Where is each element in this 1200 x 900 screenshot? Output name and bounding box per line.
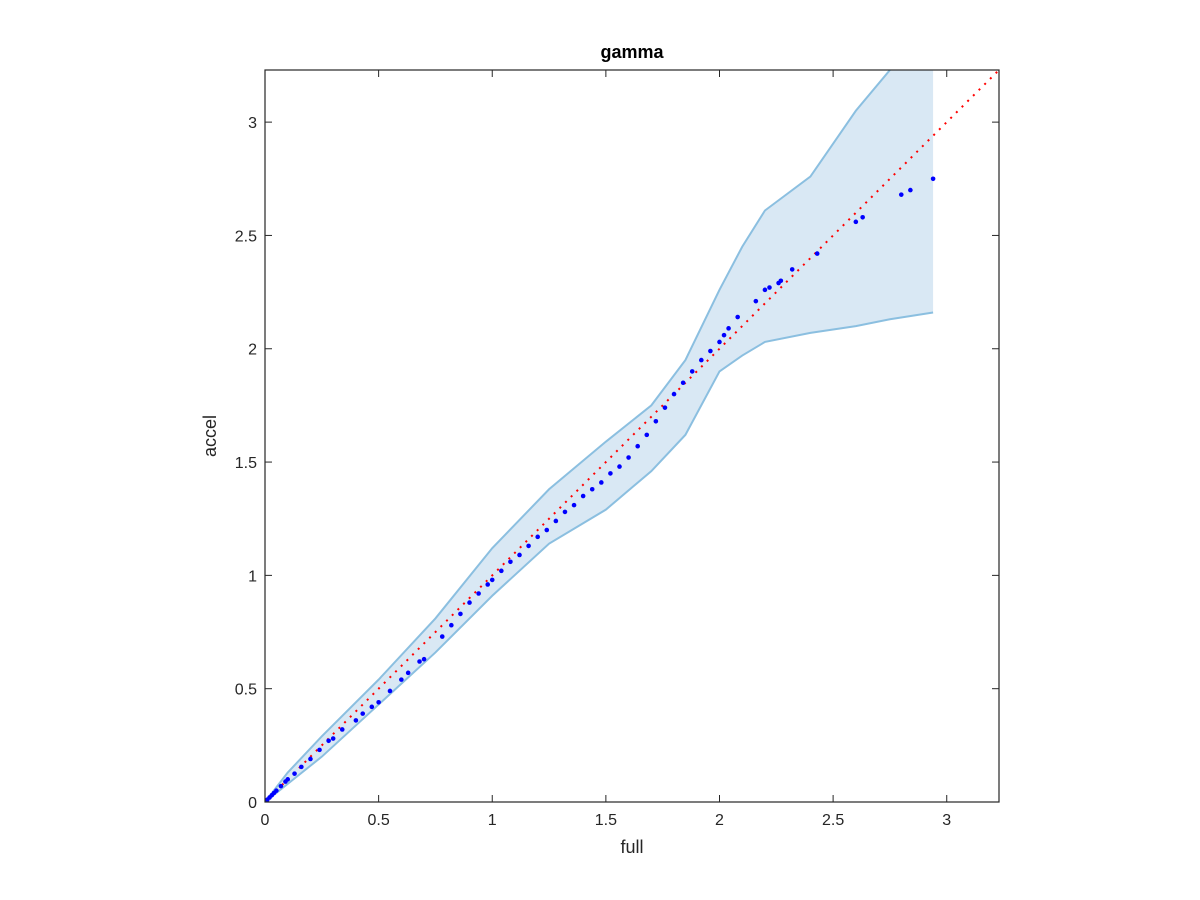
data-point bbox=[376, 699, 381, 705]
data-point bbox=[721, 332, 727, 338]
x-axis-label: full bbox=[620, 837, 643, 857]
axes-box bbox=[264, 69, 1000, 803]
y-tick-label: 0.5 bbox=[235, 682, 257, 699]
data-point bbox=[299, 764, 304, 770]
data-point bbox=[274, 788, 279, 793]
data-point bbox=[699, 357, 704, 363]
x-tick-label: 2 bbox=[715, 812, 724, 829]
data-point bbox=[387, 688, 393, 694]
data-point bbox=[553, 518, 559, 524]
data-point bbox=[489, 577, 495, 583]
confidence-band bbox=[265, 70, 934, 802]
data-point bbox=[653, 418, 659, 424]
x-tick-label: 0.5 bbox=[367, 812, 389, 829]
data-point bbox=[571, 502, 577, 508]
data-point bbox=[689, 369, 695, 374]
data-point bbox=[278, 783, 284, 789]
x-tick-label: 1.5 bbox=[595, 812, 617, 829]
y-tick-label: 2.5 bbox=[235, 228, 257, 245]
data-point bbox=[853, 219, 859, 225]
data-point bbox=[308, 756, 313, 762]
data-point bbox=[580, 493, 586, 499]
plot-area bbox=[265, 70, 999, 802]
data-point bbox=[485, 582, 490, 587]
data-point bbox=[499, 568, 504, 574]
data-point bbox=[399, 677, 404, 682]
data-point bbox=[898, 192, 904, 197]
data-point bbox=[626, 455, 631, 460]
data-point bbox=[285, 777, 291, 782]
x-tick-label: 0 bbox=[261, 812, 270, 829]
data-point bbox=[644, 432, 650, 438]
data-point bbox=[292, 771, 297, 776]
chart-title: gamma bbox=[600, 42, 664, 62]
data-point bbox=[589, 486, 595, 492]
data-point bbox=[526, 543, 531, 549]
x-tick-label: 3 bbox=[942, 812, 951, 829]
y-tick-label: 0 bbox=[248, 795, 257, 812]
data-point bbox=[635, 443, 640, 449]
data-point bbox=[326, 738, 331, 744]
data-point bbox=[339, 727, 345, 732]
data-point bbox=[458, 611, 463, 617]
y-axis-label: accel bbox=[200, 415, 220, 457]
data-point bbox=[508, 559, 513, 565]
band-upper-edge bbox=[265, 70, 892, 802]
data-point bbox=[717, 339, 722, 345]
data-point bbox=[617, 464, 622, 469]
data-point bbox=[908, 187, 913, 193]
data-point bbox=[662, 405, 668, 410]
data-point bbox=[439, 634, 445, 639]
x-tick-label: 1 bbox=[488, 812, 497, 829]
data-point bbox=[360, 711, 366, 716]
data-point bbox=[778, 278, 784, 284]
data-point bbox=[735, 314, 740, 320]
data-point bbox=[930, 176, 936, 182]
data-point bbox=[762, 287, 768, 293]
x-tick-label: 2.5 bbox=[822, 812, 844, 829]
data-point bbox=[789, 267, 795, 272]
data-point bbox=[353, 718, 359, 723]
data-point bbox=[467, 600, 472, 605]
data-point bbox=[421, 656, 427, 662]
ticks: 0 0.5 1 1.5 2 2.5 3 0 0.5 1 1.5 2 2.5 3 bbox=[235, 70, 999, 829]
data-point bbox=[671, 391, 677, 397]
data-point bbox=[562, 509, 568, 515]
data-point bbox=[405, 670, 411, 676]
data-point bbox=[544, 527, 550, 533]
data-point bbox=[417, 659, 422, 664]
data-point bbox=[317, 747, 322, 753]
data-point bbox=[449, 622, 454, 628]
y-tick-label: 2 bbox=[248, 342, 257, 359]
data-point bbox=[814, 251, 820, 256]
data-point bbox=[476, 591, 481, 596]
data-point bbox=[517, 552, 522, 558]
data-point bbox=[767, 285, 772, 290]
data-point bbox=[708, 348, 713, 354]
data-point bbox=[599, 480, 604, 485]
data-point bbox=[608, 471, 613, 476]
data-point bbox=[535, 534, 540, 540]
y-tick-label: 1.5 bbox=[235, 455, 257, 472]
y-tick-label: 1 bbox=[248, 568, 257, 585]
data-point bbox=[330, 736, 336, 741]
band-lower-edge bbox=[265, 311, 934, 802]
data-point bbox=[369, 704, 375, 710]
data-point bbox=[680, 380, 686, 386]
data-point bbox=[726, 326, 731, 331]
data-point bbox=[860, 215, 865, 220]
data-point bbox=[753, 298, 759, 304]
y-tick-label: 3 bbox=[248, 115, 257, 132]
